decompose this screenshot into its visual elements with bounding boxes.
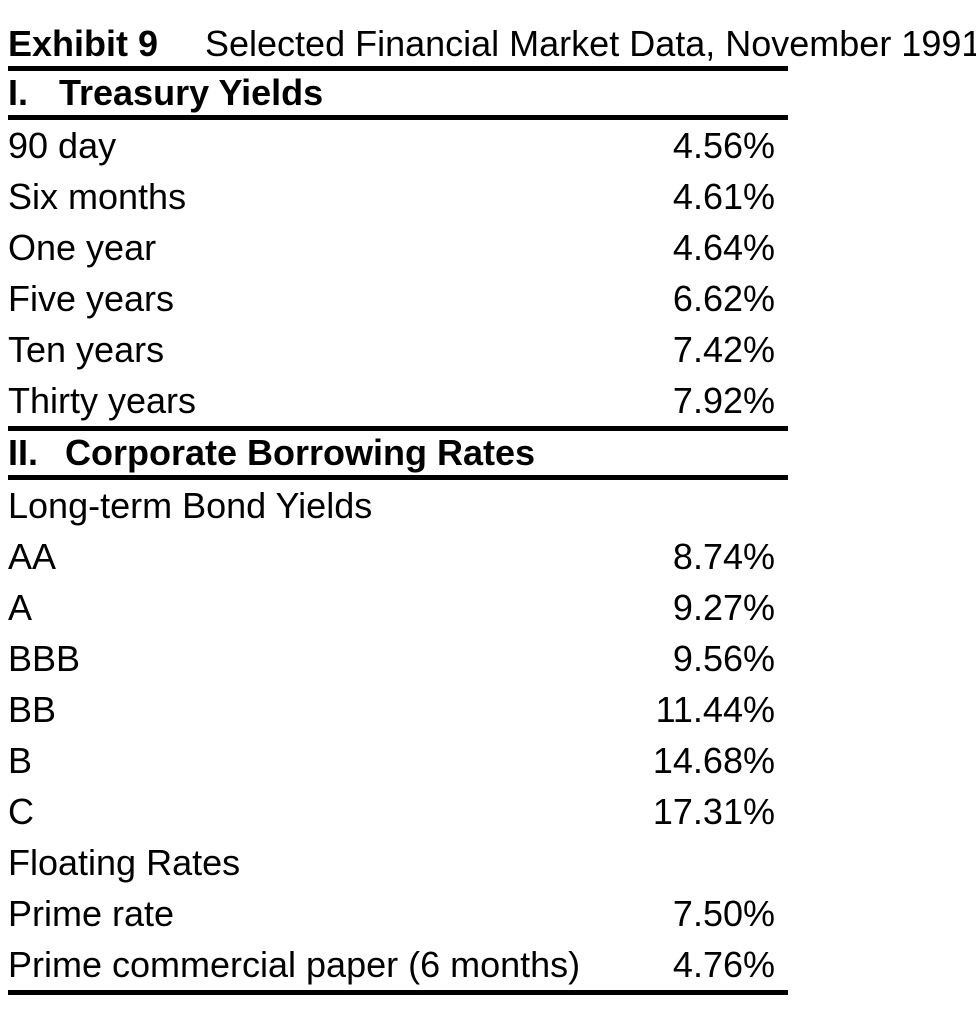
section-numeral: II.	[8, 432, 39, 473]
row-value: 4.56%	[672, 125, 775, 166]
table-row: Prime rate 7.50%	[8, 888, 788, 939]
horizontal-rule	[8, 990, 788, 995]
row-label: C	[8, 791, 34, 832]
row-label: Ten years	[8, 329, 165, 370]
row-value: 17.31%	[652, 791, 775, 832]
row-value: 4.64%	[672, 227, 775, 268]
table-row: Six months 4.61%	[8, 171, 788, 222]
row-value: 14.68%	[652, 740, 775, 781]
section-heading-text: Treasury Yields	[59, 72, 324, 113]
exhibit-table: Exhibit 9 Selected Financial Market Data,…	[8, 22, 976, 995]
row-value: 4.61%	[672, 176, 775, 217]
row-value: 6.62%	[672, 278, 775, 319]
row-label: Five years	[8, 278, 175, 319]
table-row: 90 day 4.56%	[8, 120, 788, 171]
table-row-group-caption: Long-term Bond Yields	[8, 480, 788, 531]
table-row: Prime commercial paper (6 months) 4.76%	[8, 939, 788, 990]
table-row: C 17.31%	[8, 786, 788, 837]
table-row: BBB 9.56%	[8, 633, 788, 684]
exhibit-title: Selected Financial Market Data, November…	[205, 23, 976, 64]
horizontal-rule	[8, 115, 788, 120]
row-label: BB	[8, 689, 57, 730]
row-label: BBB	[8, 638, 81, 679]
section-heading-text: Corporate Borrowing Rates	[65, 432, 536, 473]
table-row: AA 8.74%	[8, 531, 788, 582]
section-heading-corporate-borrowing-rates: II. Corporate Borrowing Rates	[8, 431, 788, 475]
row-value: 9.56%	[672, 638, 775, 679]
table-row-group-caption: Floating Rates	[8, 837, 788, 888]
horizontal-rule	[8, 66, 788, 71]
section-heading-treasury-yields: I. Treasury Yields	[8, 71, 788, 115]
row-value: 9.27%	[672, 587, 775, 628]
exhibit-header: Exhibit 9 Selected Financial Market Data,…	[8, 22, 976, 66]
row-label: AA	[8, 536, 57, 577]
row-label: Six months	[8, 176, 187, 217]
row-label: Prime rate	[8, 893, 175, 934]
section-numeral: I.	[8, 72, 29, 113]
row-value: 11.44%	[655, 689, 775, 730]
horizontal-rule	[8, 426, 788, 431]
table-row: One year 4.64%	[8, 222, 788, 273]
row-value: 7.50%	[672, 893, 775, 934]
row-label: Prime commercial paper (6 months)	[8, 944, 581, 985]
row-label: 90 day	[8, 125, 117, 166]
exhibit-label: Exhibit 9	[8, 23, 159, 64]
row-value: 4.76%	[672, 944, 775, 985]
table-row: A 9.27%	[8, 582, 788, 633]
row-label: A	[8, 587, 33, 628]
table-row: B 14.68%	[8, 735, 788, 786]
row-label: B	[8, 740, 33, 781]
row-value: 7.42%	[672, 329, 775, 370]
row-label: Long-term Bond Yields	[8, 485, 373, 526]
row-label: Floating Rates	[8, 842, 241, 883]
row-label: One year	[8, 227, 157, 268]
table-row: BB 11.44%	[8, 684, 788, 735]
row-value: 8.74%	[672, 536, 775, 577]
horizontal-rule	[8, 475, 788, 480]
row-value: 7.92%	[672, 380, 775, 421]
table-row: Five years 6.62%	[8, 273, 788, 324]
row-label: Thirty years	[8, 380, 197, 421]
table-row: Thirty years 7.92%	[8, 375, 788, 426]
table-row: Ten years 7.42%	[8, 324, 788, 375]
